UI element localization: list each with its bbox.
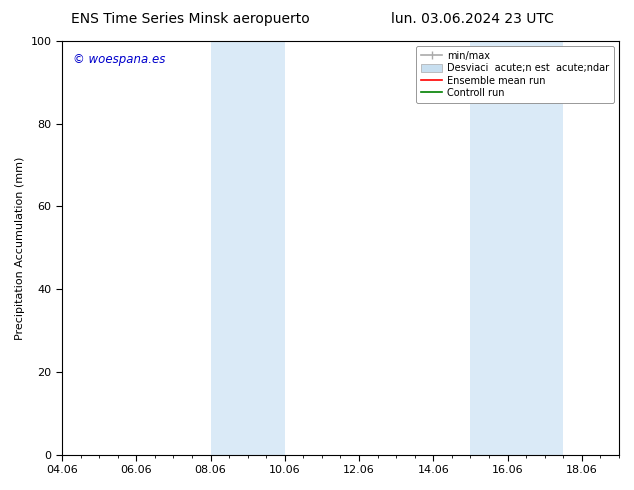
Bar [210, 41, 285, 455]
Text: © woespana.es: © woespana.es [73, 53, 165, 67]
Bar [470, 41, 563, 455]
Legend: min/max, Desviaci  acute;n est  acute;ndar, Ensemble mean run, Controll run: min/max, Desviaci acute;n est acute;ndar… [416, 46, 614, 103]
Y-axis label: Precipitation Accumulation (mm): Precipitation Accumulation (mm) [15, 156, 25, 340]
Text: lun. 03.06.2024 23 UTC: lun. 03.06.2024 23 UTC [391, 12, 553, 26]
Text: ENS Time Series Minsk aeropuerto: ENS Time Series Minsk aeropuerto [71, 12, 309, 26]
